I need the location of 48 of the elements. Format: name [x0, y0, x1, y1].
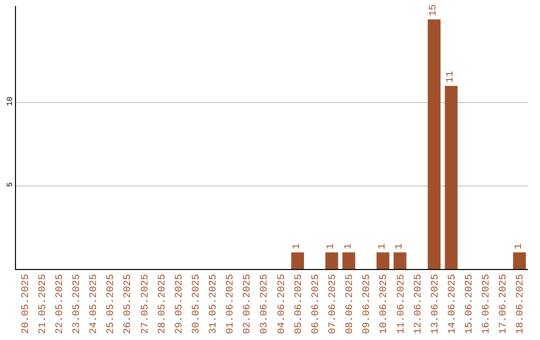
bar — [513, 252, 526, 269]
x-tick-label: 26.05.2025 — [123, 274, 134, 334]
x-tick-label: 23.05.2025 — [72, 274, 83, 334]
data-label: 1 — [326, 243, 338, 250]
bar — [342, 252, 356, 269]
x-tick-label: 01.06.2025 — [226, 274, 237, 334]
x-tick-label: 13.06.2025 — [430, 274, 442, 334]
data-label: 1 — [377, 243, 388, 250]
data-label: 1 — [343, 243, 354, 250]
bar — [325, 252, 338, 269]
bar — [376, 252, 390, 269]
x-tick-label: 29.05.2025 — [174, 274, 186, 334]
bar — [291, 252, 304, 269]
x-tick-label: 03.06.2025 — [260, 274, 271, 334]
x-tick-label: 09.06.2025 — [362, 274, 374, 334]
bar — [394, 252, 406, 269]
x-tick-label: 02.06.2025 — [242, 274, 254, 334]
x-tick-label: 30.05.2025 — [191, 274, 202, 334]
y-tick-label: 10 — [6, 96, 15, 106]
data-label: 11 — [446, 70, 457, 83]
bar — [444, 86, 458, 269]
data-label: 1 — [394, 243, 406, 250]
x-tick-label: 20.05.2025 — [20, 274, 32, 334]
x-tick-label: 27.05.2025 — [140, 274, 152, 334]
x-tick-label: 21.05.2025 — [38, 274, 49, 334]
x-tick-label: 07.06.2025 — [328, 274, 339, 334]
x-tick-label: 10.06.2025 — [379, 274, 390, 334]
x-tick-label: 25.05.2025 — [106, 274, 118, 334]
x-tick-label: 16.06.2025 — [482, 274, 493, 334]
x-tick-label: 17.06.2025 — [498, 274, 510, 334]
x-tick-label: 04.06.2025 — [276, 274, 288, 334]
data-label: 1 — [292, 243, 304, 250]
x-tick-label: 11.06.2025 — [396, 274, 408, 334]
x-tick-label: 15.06.2025 — [464, 274, 476, 334]
data-label: 1 — [514, 243, 525, 250]
bar — [428, 19, 441, 269]
x-tick-label: 18.06.2025 — [516, 274, 527, 334]
x-tick-label: 08.06.2025 — [345, 274, 356, 334]
x-tick-label: 12.06.2025 — [413, 274, 424, 334]
x-tick-label: 06.06.2025 — [310, 274, 322, 334]
x-tick-label: 22.05.2025 — [54, 274, 66, 334]
x-tick-label: 28.05.2025 — [157, 274, 168, 334]
data-label: 15 — [428, 4, 440, 16]
x-tick-label: 05.06.2025 — [294, 274, 305, 334]
x-tick-label: 14.06.2025 — [447, 274, 458, 334]
x-tick-label: 24.05.2025 — [89, 274, 100, 334]
y-tick-label: 5 — [6, 182, 15, 187]
x-tick-label: 31.05.2025 — [208, 274, 220, 334]
